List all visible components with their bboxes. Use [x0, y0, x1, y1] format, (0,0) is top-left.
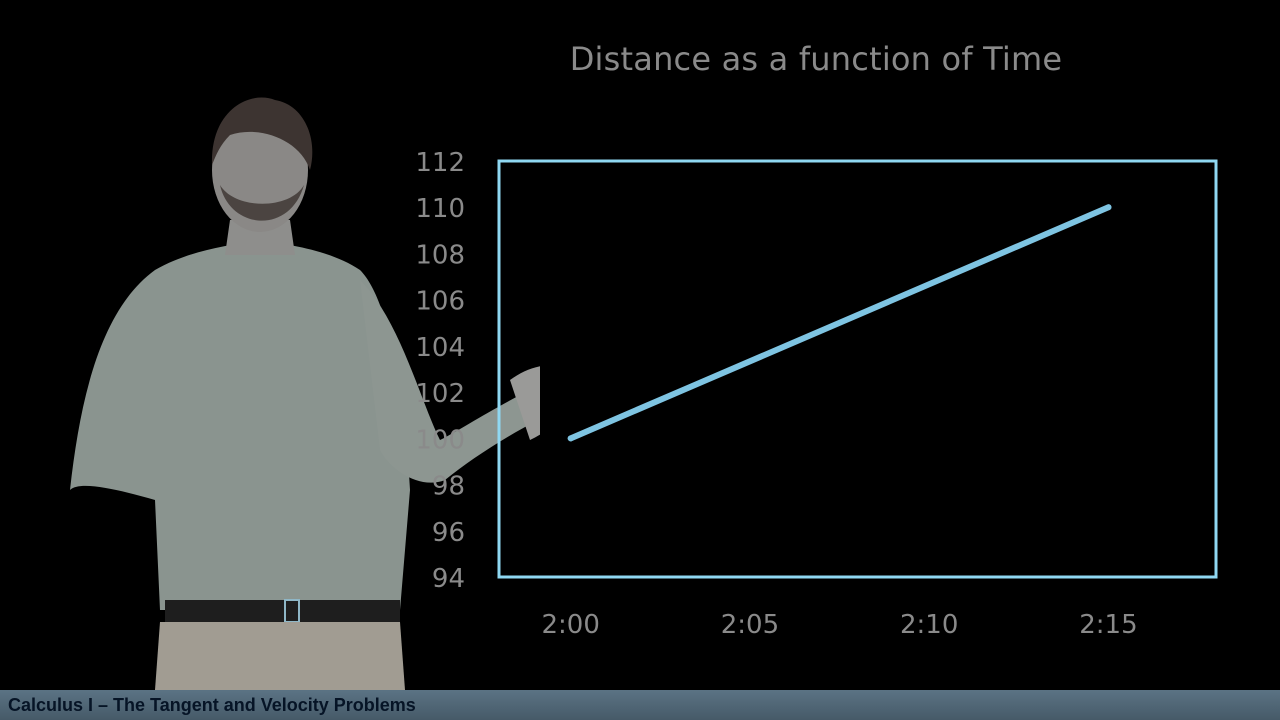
y-axis-tick-labels: 94 96 98 100 102 104 106 108 110 112 [415, 148, 465, 594]
presenter-trousers [155, 622, 405, 690]
y-tick-label: 106 [415, 287, 465, 317]
series-point [1105, 204, 1112, 211]
plot-area-border [497, 159, 1218, 579]
footer-bar: Calculus I – The Tangent and Velocity Pr… [0, 690, 1280, 720]
distance-series-line [567, 204, 1112, 442]
chart-title: Distance as a function of Time [569, 40, 1063, 78]
distance-time-chart: 94 96 98 100 102 104 106 108 110 112 2:00 2:05 2:10… [415, 148, 1218, 640]
presenter-hand [510, 366, 540, 440]
x-tick-label: 2:00 [542, 610, 600, 640]
series-layer [567, 204, 1112, 442]
y-tick-label: 96 [432, 518, 465, 548]
x-tick-label: 2:10 [900, 610, 958, 640]
course-title: Calculus I – The Tangent and Velocity Pr… [8, 695, 416, 715]
y-tick-label: 110 [415, 194, 465, 224]
y-tick-label: 108 [415, 240, 465, 270]
x-axis-tick-labels: 2:00 2:05 2:10 2:15 [542, 610, 1138, 640]
presenter-hair [211, 97, 313, 170]
presenter-neck [225, 220, 295, 255]
y-tick-label: 98 [432, 472, 465, 502]
presenter-arm [360, 280, 538, 483]
y-tick-label: 112 [415, 148, 465, 178]
y-tick-label: 100 [415, 425, 465, 455]
presenter-figure [70, 97, 540, 690]
y-tick-label: 94 [432, 564, 465, 594]
presenter-belt [165, 600, 400, 622]
x-tick-label: 2:05 [721, 610, 779, 640]
y-tick-label: 104 [415, 333, 465, 363]
presenter-shirt [70, 240, 410, 610]
series-point [567, 435, 574, 442]
presenter-beard [220, 185, 304, 221]
y-tick-label: 102 [415, 379, 465, 409]
x-tick-label: 2:15 [1079, 610, 1137, 640]
